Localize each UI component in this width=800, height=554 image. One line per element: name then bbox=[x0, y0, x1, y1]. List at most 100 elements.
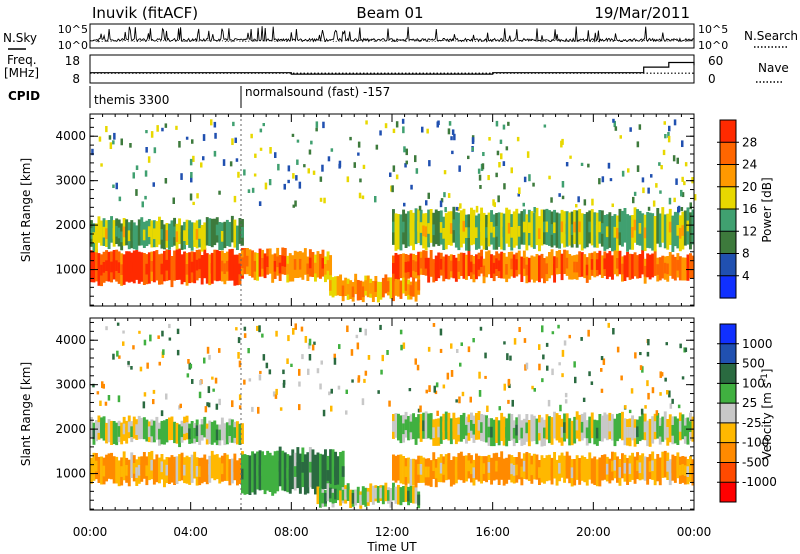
heatmap-cell bbox=[587, 163, 590, 168]
heatmap-cell bbox=[144, 195, 147, 200]
heatmap-cell bbox=[155, 221, 159, 248]
nave-lo-tick: 0 bbox=[708, 72, 716, 86]
heatmap-cell bbox=[304, 336, 308, 343]
heatmap-cell bbox=[190, 175, 193, 183]
heatmap-cell bbox=[345, 410, 348, 415]
heatmap-cell bbox=[432, 460, 436, 471]
heatmap-cell bbox=[429, 413, 433, 440]
heatmap-cell bbox=[651, 213, 655, 251]
heatmap-cell bbox=[648, 418, 652, 447]
heatmap-cell bbox=[590, 259, 594, 270]
heatmap-cell bbox=[447, 211, 451, 245]
heatmap-cell bbox=[238, 360, 242, 368]
heatmap-cell bbox=[651, 387, 655, 394]
heatmap-cell bbox=[417, 220, 421, 232]
heatmap-cell bbox=[651, 416, 655, 444]
heatmap-cell bbox=[412, 212, 416, 251]
heatmap-cell bbox=[206, 402, 209, 407]
heatmap-cell bbox=[454, 417, 458, 445]
heatmap-cell bbox=[387, 281, 390, 292]
heatmap-cell bbox=[646, 457, 650, 485]
heatmap-cell bbox=[459, 223, 463, 235]
heatmap-cell bbox=[588, 253, 592, 280]
heatmap-cell bbox=[422, 457, 426, 483]
heatmap-cell bbox=[642, 187, 645, 194]
colorbar-segment bbox=[720, 422, 736, 444]
heatmap-cell bbox=[203, 222, 207, 250]
heatmap-cell bbox=[215, 224, 219, 236]
heatmap-cell bbox=[333, 353, 336, 359]
heatmap-cell bbox=[349, 489, 353, 508]
colorbar-segment bbox=[720, 275, 736, 299]
heatmap-cell bbox=[563, 455, 567, 483]
heatmap-cell bbox=[532, 453, 536, 480]
heatmap-cell bbox=[451, 129, 455, 135]
heatmap-cell bbox=[235, 327, 238, 331]
heatmap-cell bbox=[447, 421, 451, 432]
heatmap-cell bbox=[462, 455, 466, 483]
heatmap-cell bbox=[173, 465, 177, 477]
heatmap-cell bbox=[525, 264, 529, 276]
heatmap-cell bbox=[495, 172, 498, 178]
heatmap-cell bbox=[105, 326, 108, 331]
heatmap-cell bbox=[397, 462, 400, 473]
x-tick-label: 20:00 bbox=[576, 525, 611, 539]
heatmap-cell bbox=[127, 261, 131, 273]
heatmap-cell bbox=[379, 487, 383, 499]
colorbar-segment bbox=[720, 253, 736, 277]
heatmap-cell bbox=[467, 155, 470, 160]
heatmap-cell bbox=[158, 428, 161, 440]
heatmap-cell bbox=[183, 230, 187, 241]
heatmap-cell bbox=[558, 362, 561, 366]
heatmap-cell bbox=[634, 352, 637, 359]
heatmap-cell bbox=[609, 178, 613, 182]
heatmap-cell bbox=[100, 422, 104, 434]
heatmap-cell bbox=[258, 465, 262, 476]
heatmap-cell bbox=[286, 467, 290, 479]
heatmap-cell bbox=[564, 399, 568, 404]
heatmap-cell bbox=[530, 255, 534, 280]
heatmap-cell bbox=[137, 422, 141, 433]
heatmap-cell bbox=[268, 369, 272, 375]
power-axis-ticks: 1000 2000 3000 4000 bbox=[55, 114, 695, 306]
x-tick-label: 00:00 bbox=[677, 525, 712, 539]
heatmap-cell bbox=[404, 280, 408, 291]
heatmap-cell bbox=[228, 259, 232, 271]
heatmap-cell bbox=[238, 465, 242, 477]
heatmap-cell bbox=[459, 203, 462, 209]
heatmap-cell bbox=[477, 259, 481, 270]
heatmap-cell bbox=[399, 454, 403, 484]
heatmap-cell bbox=[377, 390, 380, 394]
heatmap-cell bbox=[243, 255, 247, 267]
heatmap-cell bbox=[689, 212, 692, 250]
heatmap-cell bbox=[213, 454, 217, 481]
heatmap-cell bbox=[558, 423, 562, 435]
heatmap-cell bbox=[465, 424, 468, 436]
heatmap-cell bbox=[600, 388, 604, 393]
heatmap-cell bbox=[90, 417, 93, 438]
heatmap-cell bbox=[379, 130, 382, 136]
heatmap-cell bbox=[680, 207, 684, 211]
heatmap-cell bbox=[120, 138, 123, 146]
heatmap-cell bbox=[449, 460, 453, 487]
heatmap-cell bbox=[369, 283, 373, 294]
heatmap-cell bbox=[535, 262, 539, 273]
heatmap-cell bbox=[677, 205, 681, 213]
heatmap-cell bbox=[329, 449, 333, 491]
heatmap-cell bbox=[602, 358, 606, 365]
heatmap-cell bbox=[633, 259, 637, 270]
heatmap-cell bbox=[628, 253, 632, 280]
heatmap-cell bbox=[498, 406, 501, 411]
heatmap-cell bbox=[555, 413, 559, 441]
heatmap-cell bbox=[210, 263, 214, 274]
colorbar-segment bbox=[720, 383, 736, 404]
station-title: Inuvik (fitACF) bbox=[92, 4, 198, 22]
heatmap-cell bbox=[432, 427, 436, 438]
heatmap-cell bbox=[178, 225, 182, 237]
colorbar-segment bbox=[720, 231, 736, 255]
heatmap-cell bbox=[422, 257, 426, 268]
heatmap-cell bbox=[583, 464, 587, 475]
heatmap-cell bbox=[150, 131, 154, 138]
heatmap-cell bbox=[137, 464, 141, 476]
heatmap-cell bbox=[185, 227, 189, 238]
